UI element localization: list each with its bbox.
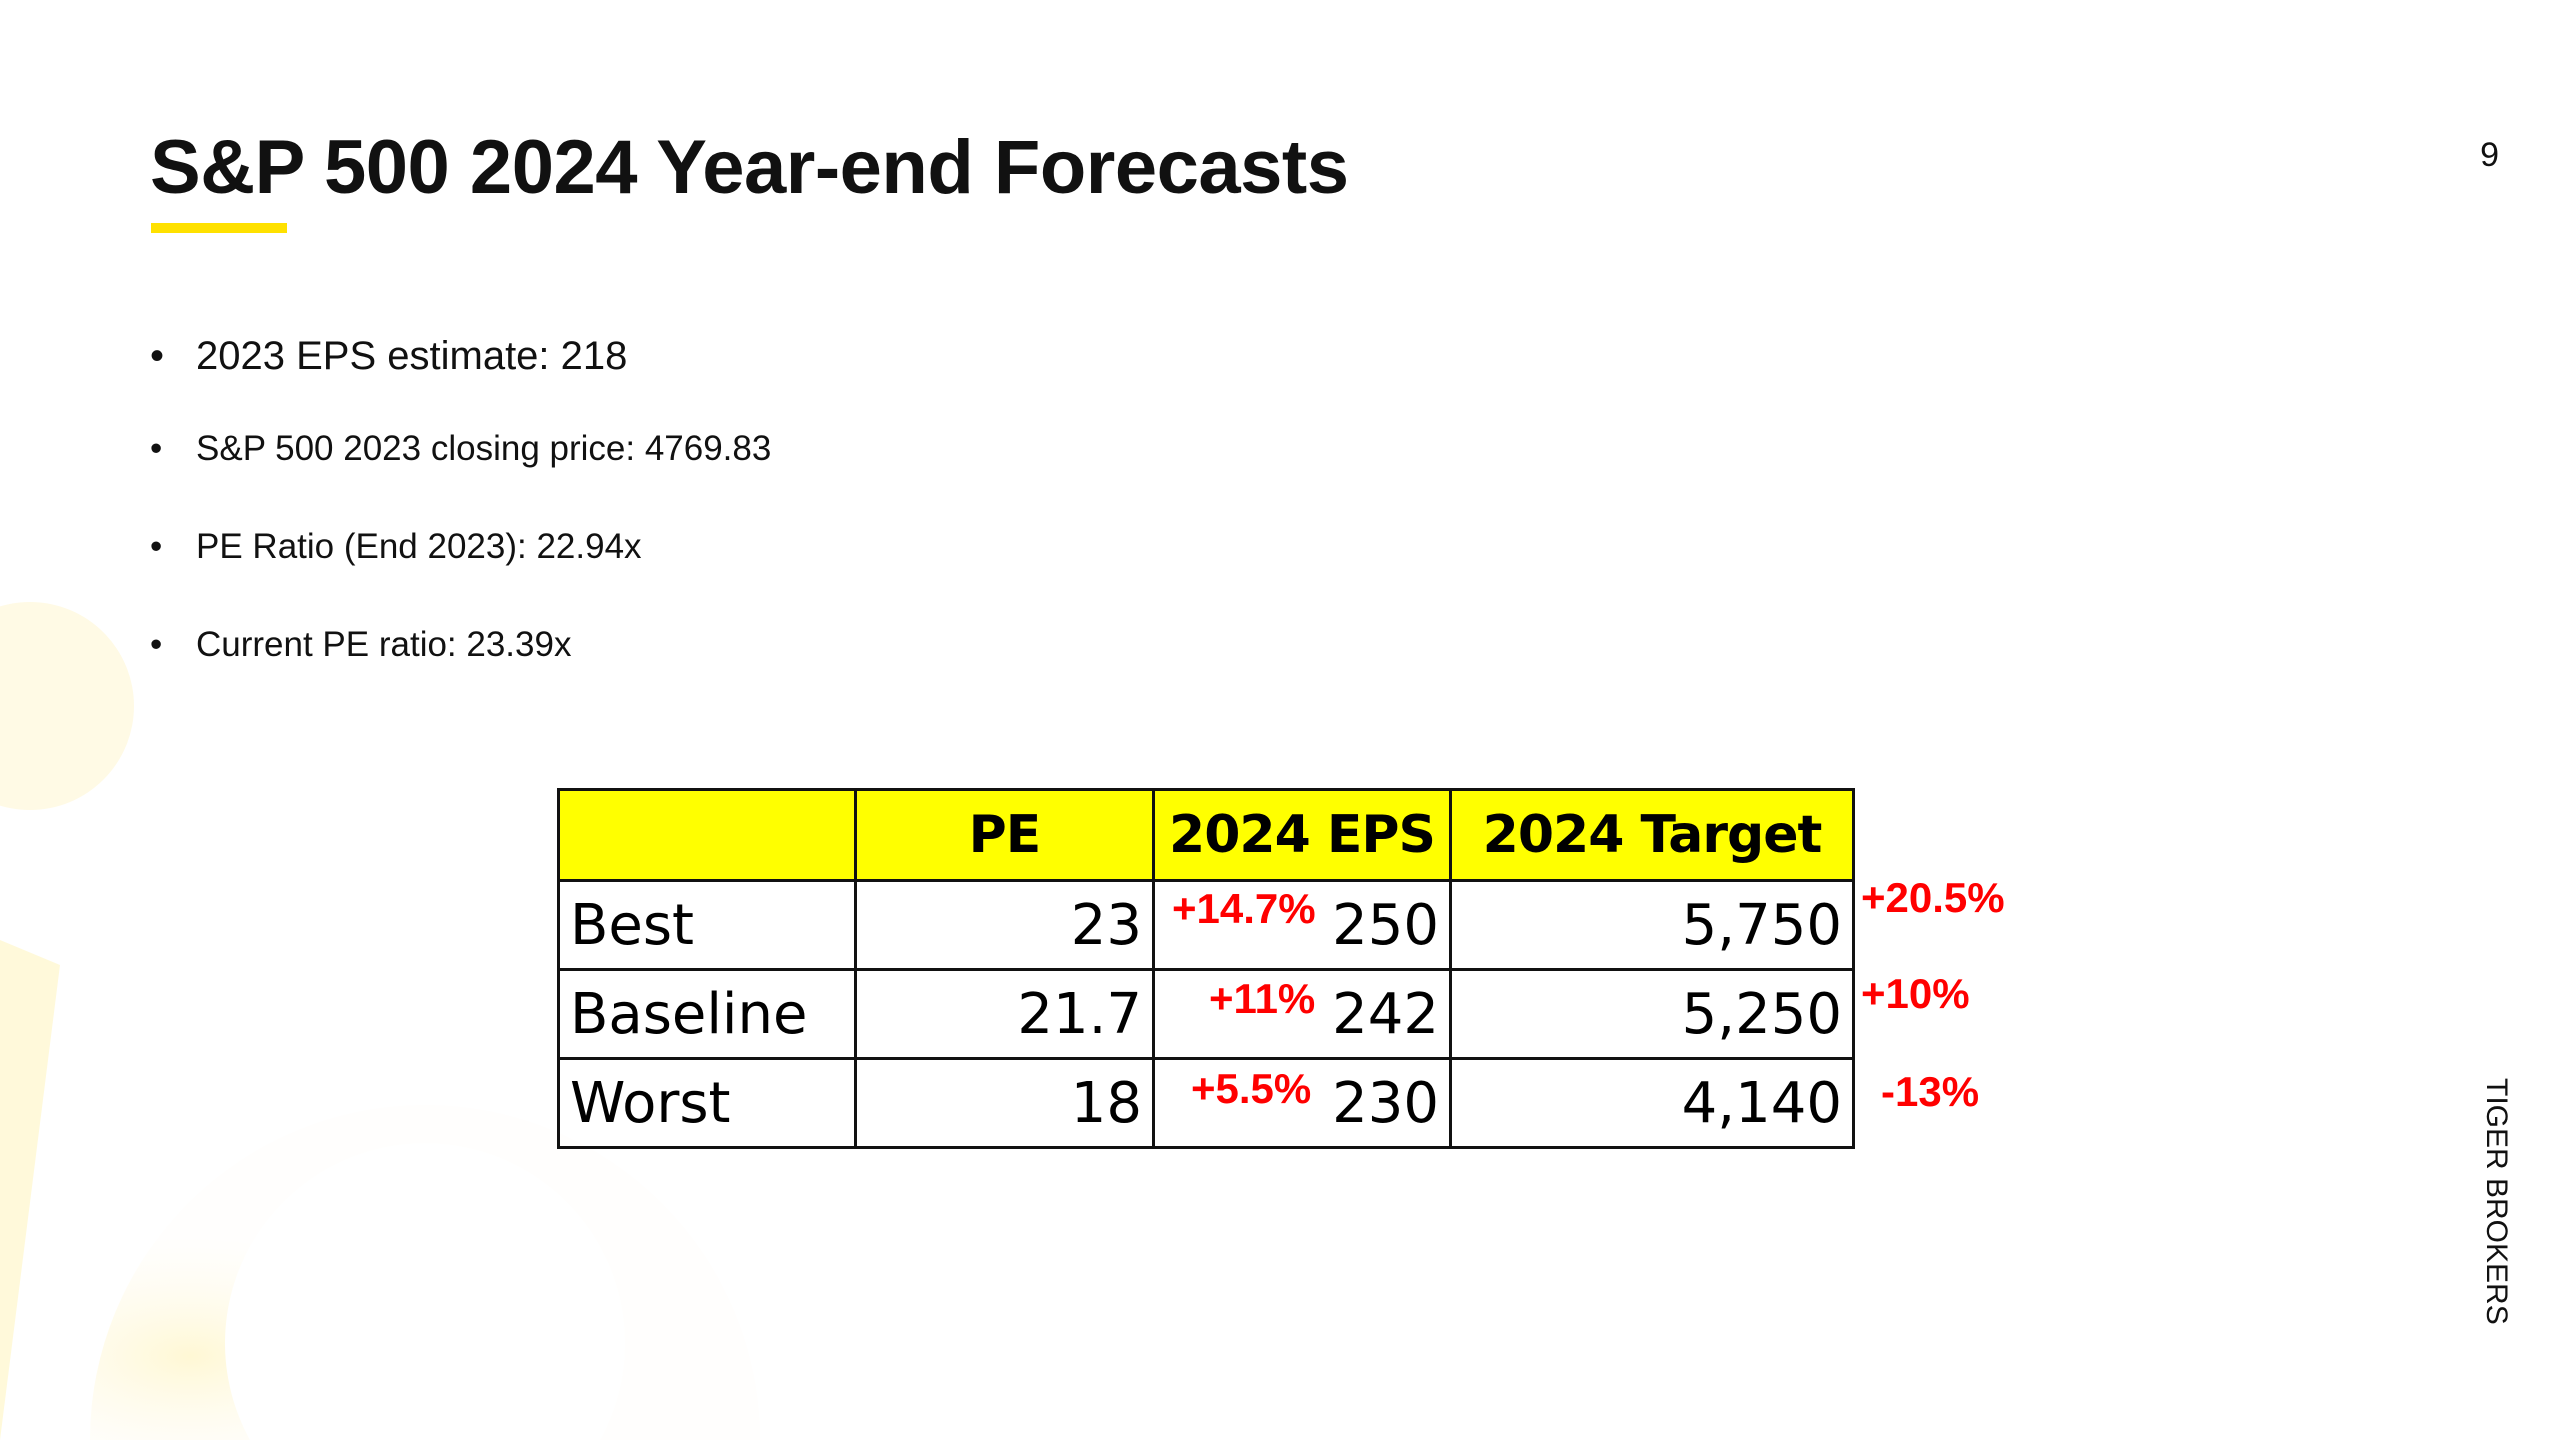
table-row-best: Best 23 250 5,750 — [557, 879, 1855, 971]
header-pe: PE — [854, 788, 1155, 882]
slide-title: S&P 500 2024 Year-end Forecasts — [150, 125, 1349, 210]
target-change-best: +20.5% — [1861, 874, 2005, 921]
eps-change-worst: +5.5% — [1191, 1065, 1312, 1112]
eps-change-best: +14.7% — [1172, 885, 1316, 932]
title-underline — [151, 223, 287, 233]
eps-change-baseline: +11% — [1209, 975, 1316, 1022]
brand-label: TIGER BROKERS — [2480, 1078, 2513, 1325]
cell-scenario-baseline: Baseline — [557, 968, 857, 1060]
header-scenario — [557, 788, 857, 882]
bullet-eps-estimate: 2023 EPS estimate: 218 — [150, 325, 771, 387]
cell-scenario-worst: Worst — [557, 1057, 857, 1149]
bullet-pe-end-2023: PE Ratio (End 2023): 22.94x — [150, 519, 771, 575]
cell-eps-baseline: 242 — [1152, 968, 1452, 1060]
cell-eps-best: 250 — [1152, 879, 1452, 971]
forecast-table: PE 2024 EPS 2024 Target Best 23 250 5,75… — [557, 788, 1855, 1149]
cell-pe-baseline: 21.7 — [854, 968, 1155, 1060]
cell-scenario-best: Best — [557, 879, 857, 971]
target-change-worst: -13% — [1881, 1068, 1980, 1115]
page-number: 9 — [2480, 136, 2499, 174]
bullet-current-pe: Current PE ratio: 23.39x — [150, 617, 771, 673]
cell-target-worst: 4,140 — [1449, 1057, 1855, 1149]
header-eps: 2024 EPS — [1152, 788, 1452, 882]
table-header-row: PE 2024 EPS 2024 Target — [557, 788, 1855, 882]
cell-eps-worst: 230 — [1152, 1057, 1452, 1149]
header-target: 2024 Target — [1449, 788, 1855, 882]
table-row-baseline: Baseline 21.7 242 5,250 — [557, 968, 1855, 1060]
table-row-worst: Worst 18 230 4,140 — [557, 1057, 1855, 1149]
cell-pe-best: 23 — [854, 879, 1155, 971]
bullet-closing-price: S&P 500 2023 closing price: 4769.83 — [150, 421, 771, 477]
decor-circle — [0, 602, 134, 810]
brand-vertical-text: TIGER BROKERS — [2480, 1078, 2513, 1348]
decor-wedge — [0, 940, 60, 1440]
decor-ring — [90, 1105, 760, 1440]
cell-target-best: 5,750 — [1449, 879, 1855, 971]
bullet-list: 2023 EPS estimate: 218 S&P 500 2023 clos… — [150, 325, 771, 715]
cell-target-baseline: 5,250 — [1449, 968, 1855, 1060]
target-change-baseline: +10% — [1861, 970, 1970, 1017]
cell-pe-worst: 18 — [854, 1057, 1155, 1149]
